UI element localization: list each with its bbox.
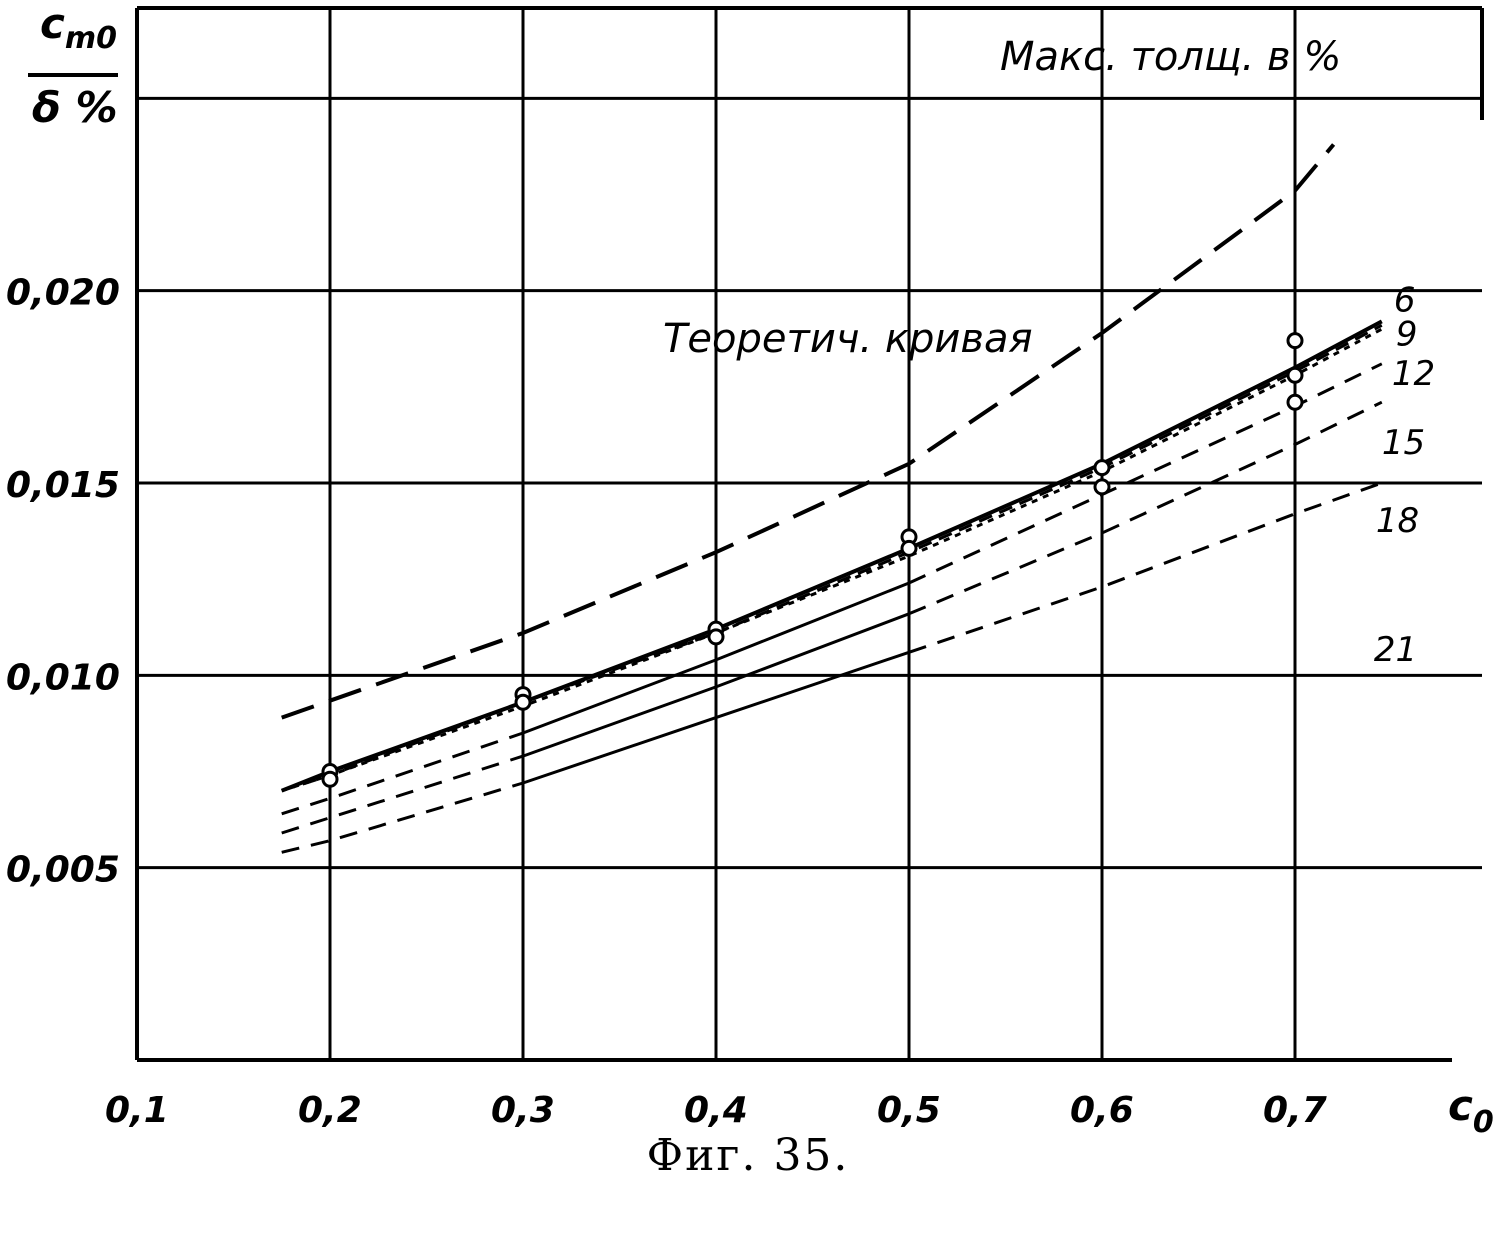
data-point xyxy=(514,693,532,711)
theory-curve-label: Теоретич. кривая xyxy=(663,316,1033,362)
points-layer xyxy=(321,332,1304,788)
series-line-6 xyxy=(280,319,1383,793)
series-line-15 xyxy=(522,581,910,735)
y-axis-title-top: cm0 xyxy=(40,0,117,56)
series-label-15: 15 xyxy=(1382,423,1425,463)
x-axis-title: c0 xyxy=(1448,1081,1494,1140)
x-tick-label: 0,5 xyxy=(877,1090,941,1131)
data-point xyxy=(1286,332,1304,350)
series-label-18: 18 xyxy=(1376,501,1419,541)
series-label-6: 6 xyxy=(1394,280,1416,320)
y-tick-label: 0,010 xyxy=(6,657,120,698)
data-point xyxy=(1093,478,1111,496)
series-label-9: 9 xyxy=(1396,314,1418,354)
x-tick-label: 0,7 xyxy=(1263,1090,1327,1131)
data-point xyxy=(707,628,725,646)
data-point xyxy=(900,539,918,557)
theory-curve-layer xyxy=(281,143,1336,720)
theory-curve xyxy=(281,143,1336,720)
y-tick-label: 0,005 xyxy=(6,850,120,891)
data-point xyxy=(1286,366,1304,384)
data-point xyxy=(1093,459,1111,477)
y-axis-title-bottom: δ % xyxy=(32,83,118,132)
series-label-12: 12 xyxy=(1392,354,1435,394)
x-tick-label: 0,3 xyxy=(491,1090,555,1131)
legend-title: Макс. толщ. в % xyxy=(1000,34,1341,80)
grid xyxy=(137,8,1482,1060)
figure-caption: Фиг. 35. xyxy=(646,1130,850,1181)
series-line-18 xyxy=(281,754,524,835)
y-tick-labels: 0,005 0,010 0,015 0,020 xyxy=(6,273,120,891)
series-line-15 xyxy=(281,731,524,816)
data-point xyxy=(1286,393,1304,411)
series-layer xyxy=(280,319,1383,854)
x-tick-label: 0,2 xyxy=(298,1090,362,1131)
y-tick-label: 0,015 xyxy=(6,465,120,506)
series-line-21 xyxy=(908,481,1383,654)
series-line-18 xyxy=(522,612,910,758)
series-line-21 xyxy=(281,781,524,854)
x-tick-label: 0,4 xyxy=(684,1090,748,1131)
series-label-21: 21 xyxy=(1374,630,1417,670)
x-tick-label: 0,1 xyxy=(105,1090,169,1131)
series-line-12 xyxy=(281,327,1383,793)
data-point xyxy=(321,770,339,788)
x-tick-label: 0,6 xyxy=(1070,1090,1134,1131)
series-line-18 xyxy=(908,400,1383,616)
series-line-21 xyxy=(522,650,910,785)
plot-frame xyxy=(135,6,1484,1062)
x-tick-labels: 0,1 0,2 0,3 0,4 0,5 0,6 0,7 xyxy=(105,1090,1327,1131)
y-tick-label: 0,020 xyxy=(6,273,120,314)
series-line-9 xyxy=(281,323,1383,793)
series-line-15 xyxy=(908,362,1383,585)
